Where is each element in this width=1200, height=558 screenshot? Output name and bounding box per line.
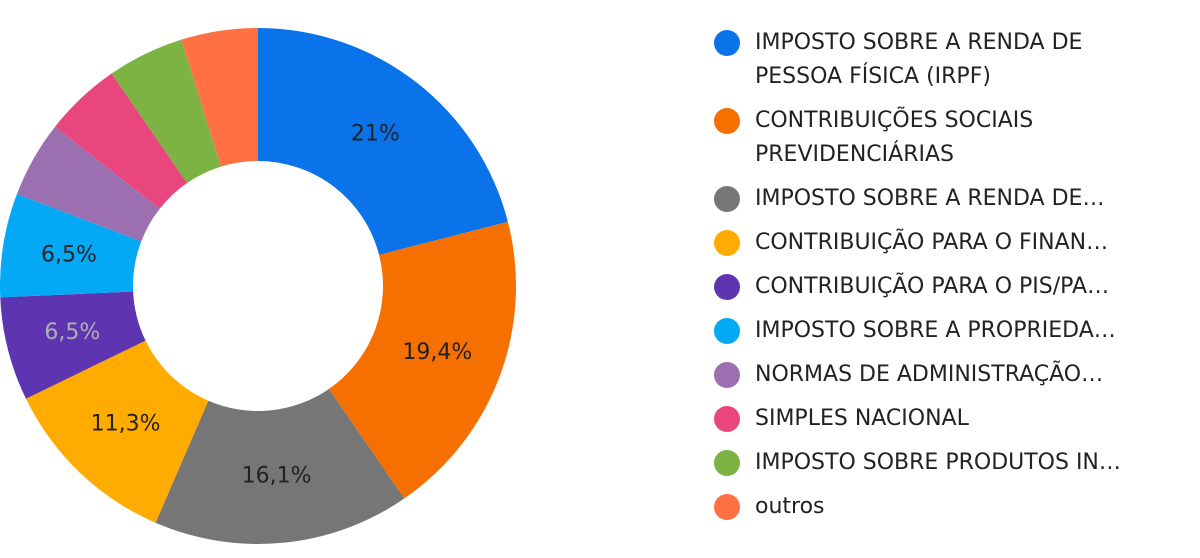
- legend-label: CONTRIBUIÇÃO PARA O PIS/PA…: [755, 274, 1110, 299]
- legend-label: IMPOSTO SOBRE A RENDA DE…: [755, 186, 1105, 211]
- slice: [328, 221, 516, 499]
- legend-item: IMPOSTO SOBRE A RENDA DE PESSOA FÍSICA (…: [714, 26, 1175, 94]
- data-label: 16,1%: [242, 464, 312, 489]
- data-label: 6,5%: [41, 242, 97, 267]
- legend-item: CONTRIBUIÇÃO PARA O FINAN…: [714, 226, 1175, 260]
- slice: [181, 28, 258, 167]
- slice: [258, 28, 508, 255]
- slice: [111, 39, 221, 184]
- legend-swatch: [714, 362, 740, 388]
- legend-label: IMPOSTO SOBRE PRODUTOS IN…: [755, 450, 1121, 475]
- data-label: 6,5%: [44, 320, 100, 345]
- slice: [0, 194, 142, 298]
- slice: [0, 291, 146, 399]
- legend-label: SIMPLES NACIONAL: [755, 406, 969, 431]
- data-label: 11,3%: [91, 411, 161, 436]
- legend-label: IMPOSTO SOBRE A PROPRIEDA…: [755, 318, 1116, 343]
- slice: [25, 340, 209, 523]
- data-label: 21%: [351, 122, 400, 147]
- chart: 21% 19,4% 16,1% 11,3% 6,5% 6,5%: [0, 28, 516, 544]
- legend-swatch: [714, 494, 740, 520]
- legend-swatch: [714, 274, 740, 300]
- legend-label: IMPOSTO SOBRE A RENDA DE PESSOA FÍSICA (…: [755, 30, 1083, 89]
- legend-item: IMPOSTO SOBRE A PROPRIEDA…: [714, 314, 1175, 348]
- legend-item: CONTRIBUIÇÕES SOCIAIS PREVIDENCIÁRIAS: [714, 104, 1175, 172]
- legend-item: IMPOSTO SOBRE A RENDA DE…: [714, 182, 1175, 216]
- legend-swatch: [714, 406, 740, 432]
- slice: [16, 126, 160, 242]
- data-label: 19,4%: [402, 340, 472, 365]
- legend-swatch: [714, 450, 740, 476]
- legend-item: NORMAS DE ADMINISTRAÇÃO…: [714, 358, 1175, 392]
- legend-item: SIMPLES NACIONAL: [714, 402, 1175, 436]
- legend-label: outros: [755, 494, 825, 519]
- legend-swatch: [714, 30, 740, 56]
- legend-item: CONTRIBUIÇÃO PARA O PIS/PA…: [714, 270, 1175, 304]
- slice: [155, 388, 405, 544]
- legend-label: NORMAS DE ADMINISTRAÇÃO…: [755, 362, 1104, 387]
- legend-item: IMPOSTO SOBRE PRODUTOS IN…: [714, 446, 1175, 480]
- legend-label: CONTRIBUIÇÃO PARA O FINAN…: [755, 230, 1109, 255]
- legend-item: outros: [714, 490, 1175, 524]
- slice: [55, 73, 188, 209]
- legend-swatch: [714, 230, 740, 256]
- legend-swatch: [714, 318, 740, 344]
- legend-swatch: [714, 186, 740, 212]
- legend-label: CONTRIBUIÇÕES SOCIAIS PREVIDENCIÁRIAS: [755, 108, 1034, 167]
- legend-swatch: [714, 108, 740, 134]
- legend: IMPOSTO SOBRE A RENDA DE PESSOA FÍSICA (…: [714, 26, 1175, 524]
